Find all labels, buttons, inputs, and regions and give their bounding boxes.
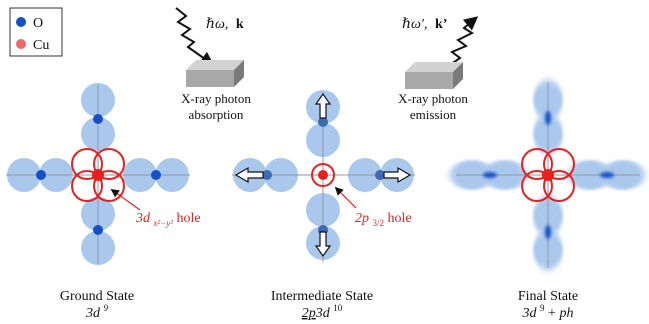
final-state-config: 3d 9 + ph bbox=[522, 303, 574, 321]
arrow-icon bbox=[314, 231, 332, 258]
ground-hole-annotation: 3d x²−y² hole bbox=[135, 211, 201, 230]
absorption-box-line1: X-ray photon bbox=[181, 91, 251, 106]
arrow-icon bbox=[383, 166, 412, 184]
ground-state-config: 3d 9 bbox=[85, 303, 109, 321]
ground-state-lattice bbox=[6, 83, 190, 265]
outgoing-photon: ℏω′, k’ bbox=[402, 16, 479, 73]
outgoing-photon-energy: ℏω′, k’ bbox=[402, 17, 447, 32]
cu-dxy-orbital bbox=[71, 148, 125, 202]
intermediate-state-lattice bbox=[232, 90, 415, 262]
oxygen-atoms bbox=[36, 114, 161, 235]
ground-hole-pointer bbox=[110, 189, 141, 211]
intermediate-state-title: Intermediate State bbox=[271, 289, 373, 304]
intermediate-state-config: 2p3d 10 bbox=[302, 303, 343, 321]
final-state-title: Final State bbox=[518, 289, 578, 304]
legend: O Cu bbox=[9, 7, 63, 57]
wavy-arrow-icon bbox=[439, 16, 479, 73]
cu-2p-orbital bbox=[311, 163, 335, 187]
copper-atom bbox=[542, 169, 554, 181]
arrow-icon bbox=[234, 166, 264, 184]
ground-state-title: Ground State bbox=[60, 289, 134, 304]
copper-atom bbox=[318, 170, 328, 180]
legend-oxygen-label: O bbox=[33, 16, 43, 31]
detector-box-icon bbox=[405, 62, 463, 89]
cu-dxy-orbital bbox=[521, 148, 575, 202]
emission-box-line1: X-ray photon bbox=[398, 91, 468, 106]
copper-atom bbox=[92, 169, 104, 181]
oxygen-atoms-smeared bbox=[483, 111, 614, 239]
intermediate-hole-pointer bbox=[334, 186, 357, 209]
incoming-photon-energy: ℏω, k bbox=[206, 17, 244, 32]
final-state-lattice bbox=[450, 80, 645, 270]
emission-box-line2: emission bbox=[410, 107, 457, 122]
absorption-box-line2: absorption bbox=[189, 107, 244, 122]
intermediate-hole-annotation: 2p 3/2 hole bbox=[355, 211, 412, 230]
legend-copper-label: Cu bbox=[33, 38, 49, 53]
incoming-photon: ℏω, k bbox=[175, 7, 244, 66]
detector-box-icon bbox=[186, 60, 244, 87]
legend-copper-dot bbox=[16, 39, 26, 49]
legend-oxygen-dot bbox=[16, 17, 26, 27]
wavy-arrow-icon bbox=[175, 7, 215, 66]
arrow-icon bbox=[314, 92, 332, 119]
displacement-arrows bbox=[234, 92, 412, 258]
